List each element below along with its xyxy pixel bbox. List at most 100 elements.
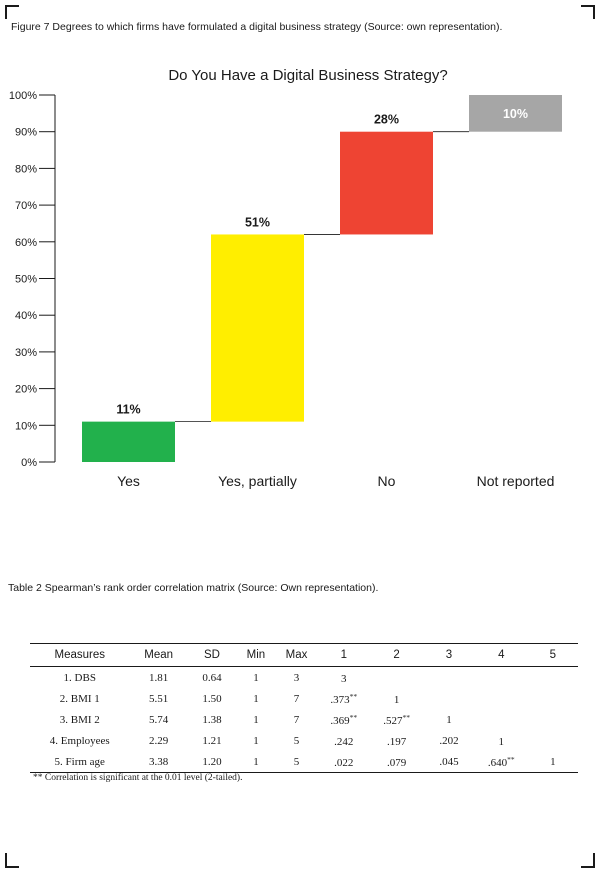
cell-corr-5 xyxy=(528,709,578,730)
data-label: 51% xyxy=(245,215,270,229)
cell-corr-1: .369** xyxy=(317,709,370,730)
cell-corr-4 xyxy=(475,667,528,689)
x-category-label: No xyxy=(378,473,396,489)
y-tick-label: 60% xyxy=(15,237,37,249)
cell-corr-1: .373** xyxy=(317,688,370,709)
cell-sd: 1.21 xyxy=(202,734,222,747)
cell-corr-2: .079 xyxy=(370,751,424,773)
bar-yes-partially xyxy=(211,234,304,422)
waterfall-chart: Do You Have a Digital Business Strategy?… xyxy=(9,67,562,489)
cell-min: 1 xyxy=(253,692,259,705)
cell-corr-4: 1 xyxy=(475,730,528,751)
corner-mark-top-left xyxy=(5,5,19,7)
cell-min: 1 xyxy=(253,734,259,747)
cell-corr-1: .022 xyxy=(317,751,371,773)
cell-min: 1 xyxy=(253,713,259,726)
corr-value: .527 xyxy=(383,714,403,727)
correlation-table: Measures Mean SD Min Max 1 2 3 4 5 1. DB… xyxy=(30,643,578,773)
table-row: 2. BMI 1 5.51 1.50 1 7 .373** 1 xyxy=(30,688,578,709)
y-tick-label: 90% xyxy=(15,127,37,139)
bar-yes xyxy=(82,421,175,462)
cell-corr-2: 1 xyxy=(370,688,423,709)
significance-marker: ** xyxy=(507,754,515,764)
corr-value: .242 xyxy=(334,735,354,748)
table-row: 3. BMI 2 5.74 1.38 1 7.369** .527** 1 xyxy=(30,709,578,730)
corner-mark-bottom-left xyxy=(5,866,19,868)
table-row: 1. DBS 1.81 0.64 1 3 3 xyxy=(30,667,578,689)
cell-mean: 3.38 xyxy=(129,751,188,773)
corr-value: .373 xyxy=(330,693,350,706)
cell-corr-5 xyxy=(528,667,578,689)
y-tick-label: 10% xyxy=(15,420,37,432)
chart-title: Do You Have a Digital Business Strategy? xyxy=(168,67,447,84)
cell-corr-3: 1 xyxy=(423,709,475,730)
table-caption: Table 2 Spearman’s rank order correlatio… xyxy=(8,582,379,594)
cell-mean: 2.29 xyxy=(149,734,169,747)
cell-corr-2 xyxy=(370,667,423,689)
corner-mark-bottom-right xyxy=(593,853,595,867)
corr-value: 1 xyxy=(393,693,400,706)
cell-max: 5 xyxy=(275,751,318,773)
y-tick-label: 100% xyxy=(9,90,37,102)
header-measures: Measures xyxy=(30,643,130,667)
table-footnote: ** Correlation is significant at the 0.0… xyxy=(33,773,243,783)
cell-min: 1 xyxy=(236,751,276,773)
cell-corr-3 xyxy=(423,688,475,709)
cell-sd: 1.38 xyxy=(202,713,222,726)
cell-max: 7 xyxy=(293,713,300,726)
corner-mark-bottom-left xyxy=(5,853,7,867)
cell-sd: 1.20 xyxy=(187,751,237,773)
header-col-2: 2 xyxy=(370,643,424,667)
y-tick-label: 80% xyxy=(15,163,37,175)
cell-corr-3: .045 xyxy=(423,751,475,773)
cell-corr-4 xyxy=(475,709,528,730)
corr-value: 1 xyxy=(498,735,505,748)
header-col-5: 5 xyxy=(527,643,578,667)
y-tick-label: 30% xyxy=(15,347,37,359)
y-tick-label: 20% xyxy=(15,384,37,396)
significance-marker: ** xyxy=(402,712,410,722)
cell-corr-3: .202 xyxy=(423,730,475,751)
corr-value: .202 xyxy=(439,734,459,747)
header-sd: SD xyxy=(187,643,237,667)
corr-value: .045 xyxy=(439,755,459,768)
table-row: 4. Employees 2.29 1.21 1 5 .242 .197 .202 1 xyxy=(30,730,578,751)
cell-max: 5 xyxy=(293,734,300,747)
cell-corr-5 xyxy=(528,688,578,709)
header-min: Min xyxy=(236,643,276,667)
cell-mean: 5.51 xyxy=(149,692,169,705)
cell-measure: 5. Firm age xyxy=(30,751,130,773)
corner-mark-top-right xyxy=(593,5,595,19)
cell-mean: 5.74 xyxy=(149,713,169,726)
x-category-label: Not reported xyxy=(477,473,555,489)
data-label: 10% xyxy=(503,107,528,121)
header-mean: Mean xyxy=(129,643,188,667)
header-col-3: 3 xyxy=(423,643,475,667)
x-category-label: Yes, partially xyxy=(218,473,297,489)
corr-value: .369 xyxy=(330,714,350,727)
figure-caption: Figure 7 Degrees to which firms have for… xyxy=(11,21,503,33)
cell-measure: 4. Employees xyxy=(49,734,110,747)
corr-value: 1 xyxy=(446,713,452,726)
cell-corr-1: 3 xyxy=(317,667,370,689)
y-tick-label: 50% xyxy=(15,274,37,286)
significance-marker: ** xyxy=(349,712,358,722)
cell-sd: 0.64 xyxy=(202,671,222,684)
bar-not-reported xyxy=(469,95,562,132)
cell-corr-1: .242 xyxy=(317,730,370,751)
data-label: 11% xyxy=(116,403,140,417)
cell-corr-5 xyxy=(528,730,578,751)
cell-sd: 1.50 xyxy=(202,692,222,705)
cell-corr-4 xyxy=(475,688,528,709)
x-category-label: Yes xyxy=(117,473,140,489)
corr-value: .640 xyxy=(487,756,508,769)
cell-mean: 1.81 xyxy=(149,671,169,684)
cell-measure: 3. BMI 2 xyxy=(59,713,100,726)
cell-corr-4: .640** xyxy=(474,751,528,773)
corr-value: 3 xyxy=(341,672,347,685)
corr-value: .197 xyxy=(386,735,407,748)
corner-mark-bottom-right xyxy=(581,866,595,868)
bar-no xyxy=(340,131,433,235)
corr-value: 1 xyxy=(550,755,556,768)
header-max: Max xyxy=(275,643,318,667)
